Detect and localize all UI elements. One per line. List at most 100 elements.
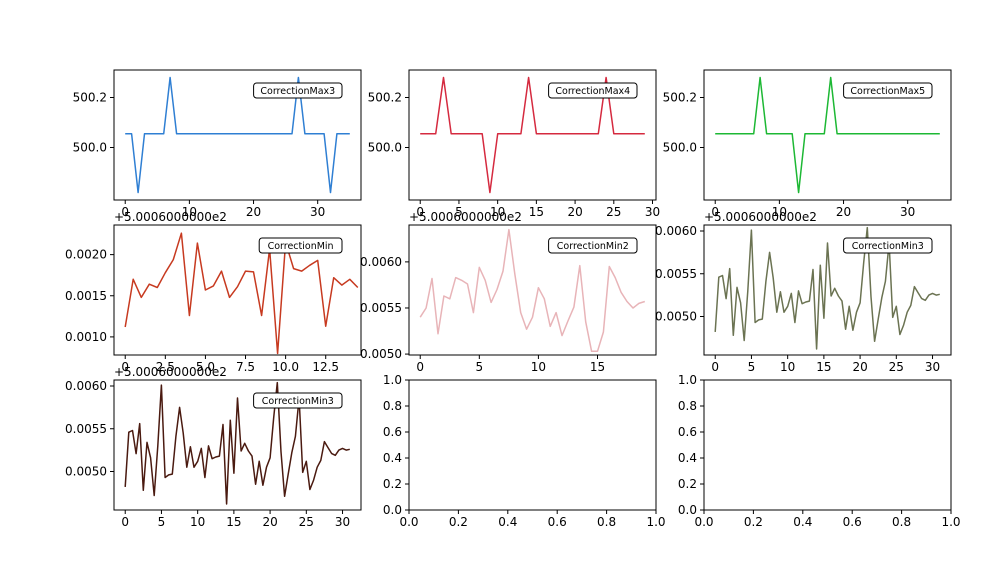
y-tick-label: 0.0010 [65, 330, 107, 344]
x-tick-label: 15 [816, 360, 831, 374]
x-tick-label: 0.0 [399, 515, 418, 529]
x-tick-label: 20 [836, 205, 851, 219]
legend-box [258, 237, 343, 254]
subplot-4: 0 2.5 5.0 7.5 10.0 12.5 0.0010 0.0015 0.0020 +5.0… [65, 210, 362, 374]
x-tick-label: 25 [889, 360, 904, 374]
x-tick-label: 12.5 [312, 360, 339, 374]
axes-frame [408, 224, 657, 356]
x-tick-label: 25 [606, 205, 621, 219]
y-offset-text: +5.0006000000e2 [114, 210, 227, 224]
y-tick-label: 0.0020 [65, 248, 107, 262]
x-tick-label: 0.2 [449, 515, 468, 529]
y-tick-label: 0.0060 [360, 255, 402, 269]
y-tick-label: 1.0 [678, 373, 697, 387]
x-tick-label: 20 [262, 515, 277, 529]
y-tick-label: 500.0 [368, 141, 402, 155]
y-tick-label: 0.0 [678, 503, 697, 517]
subplot-1: 0 10 20 30 500.0 500.2 CorrectionMax3 [73, 69, 362, 219]
subplot-6: 0 5 10 15 20 25 30 0.0050 0.0055 0.0060 +5.0006000… [655, 210, 952, 374]
legend-box [843, 82, 933, 99]
legend-label: CorrectionMin [268, 241, 334, 252]
x-tick-label: 1.0 [646, 515, 665, 529]
x-tick-label: 5.0 [196, 360, 215, 374]
x-tick-label: 20 [567, 205, 582, 219]
y-tick-label: 0.0055 [655, 267, 697, 281]
y-tick-label: 500.2 [663, 91, 697, 105]
x-tick-label: 5 [748, 360, 756, 374]
x-tick-label: 10.0 [272, 360, 299, 374]
y-tick-label: 0.0055 [65, 422, 107, 436]
x-tick-label: 20 [246, 205, 261, 219]
y-tick-label: 500.2 [73, 91, 107, 105]
y-offset-text: +5.0006000000e2 [704, 210, 817, 224]
axes-frame [408, 69, 657, 201]
legend-box [253, 392, 343, 409]
subplot-9: 0.0 0.2 0.4 0.6 0.8 1.0 0.0 0.2 0.4 0.6 0.8 1.0 [678, 373, 961, 529]
x-tick-label: 10 [490, 205, 505, 219]
legend-box [548, 237, 638, 254]
x-tick-label: 7.5 [236, 360, 255, 374]
axes-frame [113, 379, 362, 511]
x-tick-label: 0.4 [793, 515, 812, 529]
y-tick-label: 0.6 [383, 425, 402, 439]
legend-label: CorrectionMax5 [850, 86, 925, 97]
y-tick-label: 0.4 [383, 451, 402, 465]
x-tick-label: 0 [121, 205, 129, 219]
x-tick-label: 30 [925, 360, 940, 374]
x-tick-label: 1.0 [941, 515, 960, 529]
x-tick-label: 5 [158, 515, 166, 529]
x-tick-label: 20 [852, 360, 867, 374]
y-tick-label: 0.0060 [655, 224, 697, 238]
x-tick-label: 0 [416, 205, 424, 219]
legend-label: CorrectionMax4 [555, 86, 630, 97]
series-line [714, 226, 940, 350]
y-tick-label: 500.0 [73, 141, 107, 155]
x-tick-label: 10 [190, 515, 205, 529]
x-tick-label: 0 [121, 360, 129, 374]
y-tick-label: 0.0050 [65, 465, 107, 479]
y-tick-label: 0.8 [383, 399, 402, 413]
x-tick-label: 15 [590, 360, 605, 374]
x-tick-label: 5 [475, 360, 483, 374]
subplot-2: 0 5 10 15 20 25 30 500.0 500.2 CorrectionMax4 [368, 69, 660, 219]
x-tick-label: 30 [900, 205, 915, 219]
y-offset-text: +5.0006000000e2 [114, 365, 227, 379]
axes-frame [113, 224, 362, 356]
axes-frame [113, 69, 362, 201]
legend-box [253, 82, 343, 99]
x-tick-label: 10 [780, 360, 795, 374]
y-tick-label: 0.0050 [360, 347, 402, 361]
y-tick-label: 0.6 [678, 425, 697, 439]
y-tick-label: 0.4 [678, 451, 697, 465]
legend-label: CorrectionMin2 [557, 241, 629, 252]
x-tick-label: 30 [645, 205, 660, 219]
legend-label: CorrectionMin3 [262, 396, 334, 407]
x-tick-label: 10 [531, 360, 546, 374]
legend-label: CorrectionMin3 [852, 241, 924, 252]
y-tick-label: 500.2 [368, 91, 402, 105]
x-tick-label: 0 [416, 360, 424, 374]
x-tick-label: 0.2 [744, 515, 763, 529]
series-line [715, 76, 940, 194]
series-line [124, 381, 350, 505]
legend-label: CorrectionMax3 [260, 86, 335, 97]
subplot-3: 0 10 20 30 500.0 500.2 CorrectionMax5 [663, 69, 952, 219]
x-tick-label: 15 [226, 515, 241, 529]
legend-box [548, 82, 638, 99]
x-tick-label: 0 [711, 205, 719, 219]
x-tick-label: 15 [529, 205, 544, 219]
x-tick-label: 0 [711, 360, 719, 374]
x-tick-label: 0.6 [843, 515, 862, 529]
x-tick-label: 10 [182, 205, 197, 219]
y-tick-label: 1.0 [383, 373, 402, 387]
y-tick-label: 0.8 [678, 399, 697, 413]
y-tick-label: 500.0 [663, 141, 697, 155]
x-tick-label: 25 [299, 515, 314, 529]
x-tick-label: 0.8 [892, 515, 911, 529]
y-tick-label: 0.2 [678, 477, 697, 491]
series-line [125, 76, 350, 194]
y-tick-label: 0.2 [383, 477, 402, 491]
x-tick-label: 30 [310, 205, 325, 219]
x-tick-label: 0.4 [498, 515, 517, 529]
